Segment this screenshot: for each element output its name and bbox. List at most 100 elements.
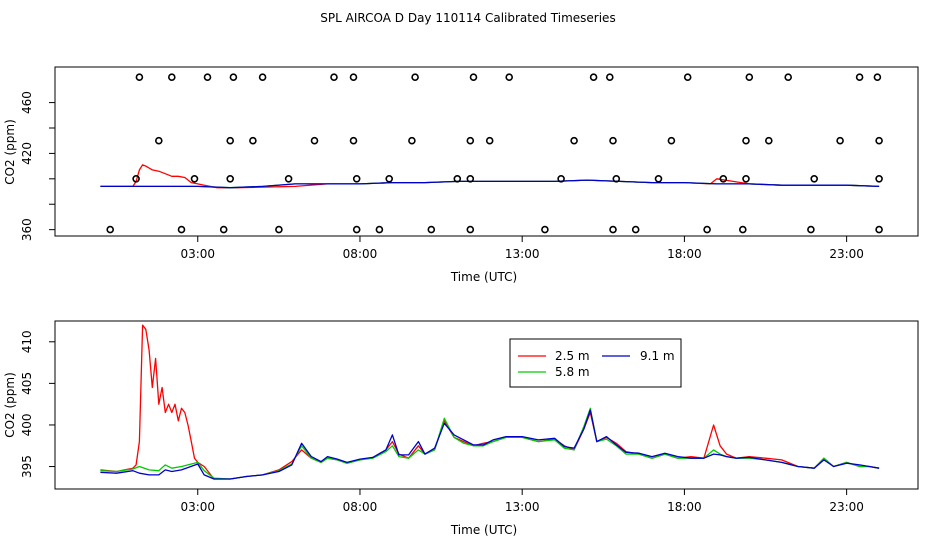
bottom-y-tick-label: 395	[20, 455, 34, 478]
top-data-point	[275, 225, 283, 234]
top-data-point	[352, 225, 361, 234]
top-data-point	[466, 175, 475, 183]
bottom-x-tick-label: 23:00	[829, 500, 864, 514]
top-data-point	[106, 225, 114, 234]
top-data-point	[612, 175, 621, 183]
legend-label-9-1m: 9.1 m	[640, 349, 675, 363]
bottom-y-axis: 395 400 405 410	[20, 330, 55, 478]
top-data-point	[229, 73, 238, 81]
top-data-point	[349, 136, 358, 145]
top-data-point	[541, 225, 549, 234]
bottom-series-line-9-1-m	[100, 409, 880, 480]
top-data-point	[784, 73, 793, 81]
bottom-panel: 03:00 08:00 13:00 18:00 23:00 395 400 405 410 T…	[3, 320, 919, 537]
top-data-point	[875, 136, 883, 145]
top-data-point	[631, 225, 640, 234]
top-data-point	[609, 136, 617, 145]
top-data-point	[855, 73, 864, 81]
top-x-axis-label: Time (UTC)	[450, 270, 517, 284]
top-data-point	[330, 73, 338, 81]
top-y-axis-label: CO2 (ppm)	[3, 119, 17, 185]
top-series-group	[100, 164, 880, 189]
top-data-point	[408, 136, 416, 145]
top-data-point	[453, 175, 462, 183]
top-data-point	[177, 225, 186, 234]
top-data-point	[738, 225, 747, 234]
bottom-x-tick-label: 08:00	[343, 500, 378, 514]
top-data-point	[349, 73, 358, 81]
top-data-point	[411, 73, 419, 81]
top-plot-frame	[54, 66, 919, 237]
top-y-tick-label: 420	[20, 142, 34, 165]
top-data-point	[836, 136, 844, 145]
top-data-point	[570, 136, 578, 145]
bottom-y-tick-label: 410	[20, 330, 34, 353]
top-panel: 03:00 08:00 13:00 18:00 23:00 360 420 460 Time…	[3, 66, 919, 284]
top-data-point	[683, 73, 692, 81]
top-data-point	[203, 73, 212, 81]
top-data-point	[505, 73, 514, 81]
top-data-point	[609, 225, 617, 234]
top-data-point	[375, 225, 384, 234]
top-y-tick-label: 360	[20, 218, 34, 241]
top-y-axis: 360 420 460	[20, 91, 55, 241]
top-data-point	[284, 175, 293, 183]
top-data-point	[310, 136, 319, 145]
top-x-tick-label: 13:00	[505, 247, 540, 261]
top-data-point	[719, 175, 728, 183]
top-data-point	[132, 175, 140, 183]
top-series-line-2	[100, 179, 880, 189]
top-data-point	[485, 136, 494, 145]
top-data-point	[466, 225, 475, 234]
top-data-point	[469, 73, 478, 81]
legend-label-2-5m: 2.5 m	[555, 349, 590, 363]
top-x-tick-label: 08:00	[343, 247, 378, 261]
bottom-series-line-5-8-m	[100, 407, 880, 480]
top-data-point	[466, 136, 475, 145]
top-data-point	[258, 73, 267, 81]
top-data-point	[352, 175, 361, 183]
top-x-tick-label: 18:00	[667, 247, 702, 261]
top-data-point	[226, 175, 234, 183]
top-data-point	[589, 73, 598, 81]
top-data-point	[155, 136, 163, 145]
top-data-point	[605, 73, 614, 81]
top-data-point	[764, 136, 773, 145]
top-data-point	[807, 225, 815, 234]
top-data-point	[249, 136, 257, 145]
top-data-point	[875, 225, 883, 234]
bottom-x-tick-label: 18:00	[667, 500, 702, 514]
bottom-x-axis-label: Time (UTC)	[450, 523, 517, 537]
chart-title: SPL AIRCOA D Day 110114 Calibrated Times…	[320, 11, 615, 25]
bottom-y-tick-label: 405	[20, 372, 34, 395]
top-data-point	[654, 175, 663, 183]
top-data-point	[219, 225, 228, 234]
top-data-point	[703, 225, 711, 234]
legend-box	[509, 338, 682, 388]
top-data-point	[667, 136, 676, 145]
bottom-series-line-2-5-m	[100, 324, 880, 480]
top-data-point	[226, 136, 234, 145]
top-data-point	[427, 225, 436, 234]
top-point-group	[106, 73, 883, 234]
top-data-point	[810, 175, 819, 183]
top-data-point	[742, 175, 750, 183]
top-data-point	[135, 73, 144, 81]
legend: 2.5 m 5.8 m 9.1 m	[509, 338, 682, 388]
top-data-point	[385, 175, 394, 183]
top-data-point	[875, 175, 883, 183]
bottom-x-tick-label: 13:00	[505, 500, 540, 514]
top-data-point	[557, 175, 565, 183]
top-data-point	[745, 73, 754, 81]
legend-label-5-8m: 5.8 m	[555, 365, 590, 379]
top-y-tick-label: 460	[20, 91, 34, 114]
top-x-axis: 03:00 08:00 13:00 18:00 23:00	[180, 236, 864, 261]
top-x-tick-label: 23:00	[829, 247, 864, 261]
bottom-x-tick-label: 03:00	[180, 500, 215, 514]
top-data-point	[742, 136, 750, 145]
top-x-tick-label: 03:00	[180, 247, 215, 261]
bottom-series-group	[100, 324, 880, 480]
top-data-point	[873, 73, 882, 81]
bottom-x-axis: 03:00 08:00 13:00 18:00 23:00	[180, 489, 864, 514]
